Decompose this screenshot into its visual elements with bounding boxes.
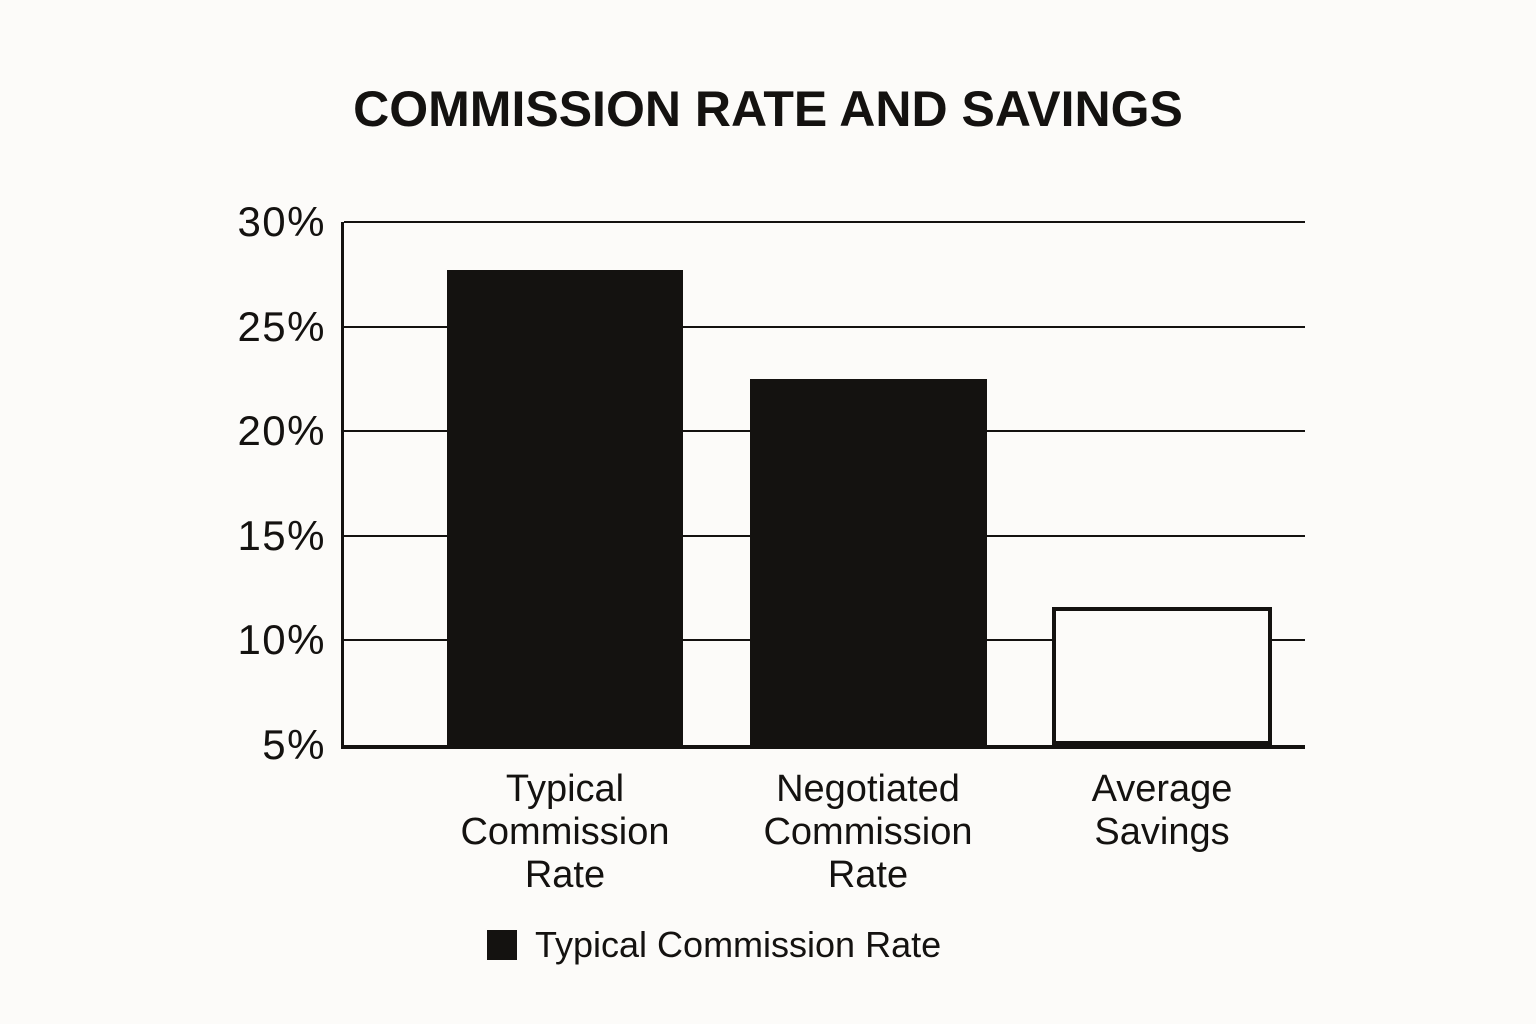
y-tick-label: 30%	[237, 198, 326, 245]
x-axis-labels: Typical Commission Rate Negotiated Commis…	[344, 768, 1305, 908]
legend: Typical Commission Rate	[487, 926, 941, 964]
x-axis-label: Typical Commission Rate	[460, 768, 670, 896]
bar-average-savings	[1052, 607, 1272, 745]
legend-swatch-icon	[487, 930, 517, 960]
gridline	[344, 221, 1305, 223]
y-tick-label: 5%	[262, 721, 326, 768]
bar-negotiated-commission-rate	[750, 379, 987, 745]
x-axis-label: Negotiated Commission Rate	[763, 768, 973, 896]
y-tick-label: 10%	[237, 616, 326, 664]
y-tick-label: 25%	[237, 302, 326, 350]
y-tick-label: 15%	[237, 511, 326, 559]
bar-typical-commission-rate	[447, 270, 683, 745]
legend-label: Typical Commission Rate	[535, 924, 942, 965]
chart-title: COMMISSION RATE AND SAVINGS	[353, 81, 1183, 137]
plot-area: 30% 25% 20% 15% 10% 5%	[237, 198, 1305, 768]
x-axis-label: Average Savings	[1091, 768, 1233, 853]
gridline	[344, 325, 1305, 328]
y-tick-label: 20%	[237, 407, 326, 455]
